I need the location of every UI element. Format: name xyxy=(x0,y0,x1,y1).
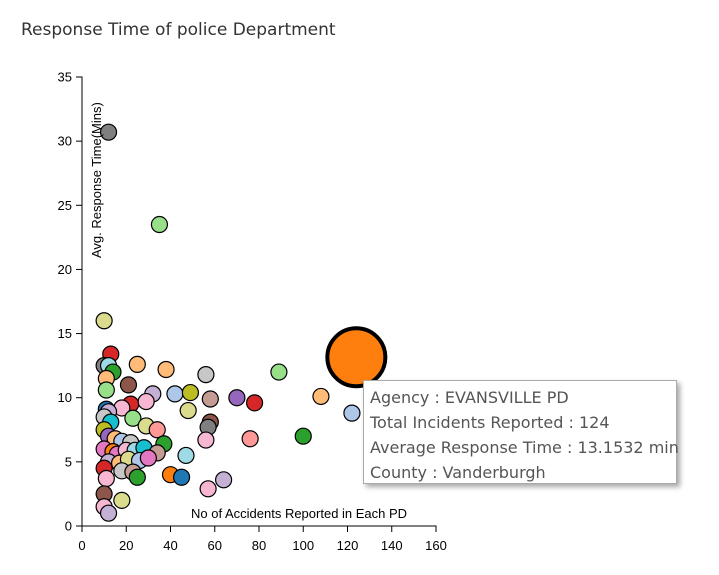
point-tooltip: Agency : EVANSVILLE PD Total Incidents R… xyxy=(363,380,679,484)
y-axis-label: Avg. Response Time(Mins) xyxy=(89,102,104,258)
points-layer xyxy=(95,123,388,522)
data-point[interactable] xyxy=(181,383,200,402)
data-point[interactable] xyxy=(99,504,118,522)
data-point[interactable] xyxy=(197,366,215,384)
data-point[interactable] xyxy=(166,385,184,403)
data-point[interactable] xyxy=(150,215,169,234)
data-point[interactable] xyxy=(95,312,113,330)
y-tick-label: 35 xyxy=(58,70,72,85)
x-tick-label: 100 xyxy=(292,538,314,553)
data-point[interactable] xyxy=(201,390,219,408)
tooltip-county: County : Vanderburgh xyxy=(370,463,546,482)
data-point[interactable] xyxy=(172,468,191,486)
data-point[interactable] xyxy=(199,480,217,498)
data-point[interactable] xyxy=(97,469,115,488)
data-point[interactable] xyxy=(128,468,146,486)
y-axis-line xyxy=(76,76,83,527)
x-axis-label: No of Accidents Reported in Each PD xyxy=(191,506,407,521)
data-point[interactable] xyxy=(294,427,312,445)
data-point[interactable] xyxy=(137,392,155,411)
y-tick-label: 10 xyxy=(58,390,72,405)
data-point[interactable] xyxy=(139,449,157,467)
y-tick-label: 15 xyxy=(58,326,72,341)
data-point[interactable] xyxy=(241,430,259,448)
data-point[interactable] xyxy=(124,409,142,427)
data-point[interactable] xyxy=(177,446,195,465)
data-point[interactable] xyxy=(312,387,330,406)
data-point[interactable] xyxy=(343,404,361,422)
y-axis: 0 5 10 15 20 25 30 35 xyxy=(58,70,83,534)
data-point[interactable] xyxy=(245,394,264,412)
x-tick-label: 80 xyxy=(252,538,266,553)
data-point[interactable] xyxy=(99,123,118,141)
data-point[interactable] xyxy=(119,376,138,394)
x-tick-label: 40 xyxy=(163,538,177,553)
data-point[interactable] xyxy=(113,491,131,509)
chart-title: Response Time of police Department xyxy=(21,20,336,40)
data-point[interactable] xyxy=(228,389,246,407)
tooltip-agency: Agency : EVANSVILLE PD xyxy=(370,388,569,407)
tooltip-avg-time: Average Response Time : 13.1532 min xyxy=(370,438,679,457)
x-tick-label: 60 xyxy=(208,538,222,553)
data-point[interactable] xyxy=(97,381,115,399)
y-tick-label: 20 xyxy=(58,262,72,277)
x-tick-label: 120 xyxy=(337,538,359,553)
data-point[interactable] xyxy=(197,431,215,449)
data-point[interactable] xyxy=(148,421,166,439)
x-tick-label: 0 xyxy=(78,538,85,553)
x-tick-label: 160 xyxy=(425,538,447,553)
data-point[interactable] xyxy=(179,401,197,420)
y-tick-label: 25 xyxy=(58,198,72,213)
y-tick-label: 30 xyxy=(58,134,72,149)
y-tick-label: 5 xyxy=(65,454,72,469)
data-point[interactable] xyxy=(270,363,288,381)
data-point[interactable] xyxy=(157,360,175,379)
x-axis: 0 20 40 60 80 100 120 140 160 xyxy=(78,525,447,553)
data-point[interactable] xyxy=(215,471,233,489)
tooltip-incidents: Total Incidents Reported : 124 xyxy=(370,413,610,432)
data-point[interactable] xyxy=(128,355,146,373)
x-tick-label: 20 xyxy=(119,538,133,553)
highlighted-data-point[interactable] xyxy=(325,326,388,389)
y-tick-label: 0 xyxy=(65,519,72,534)
x-tick-label: 140 xyxy=(381,538,403,553)
